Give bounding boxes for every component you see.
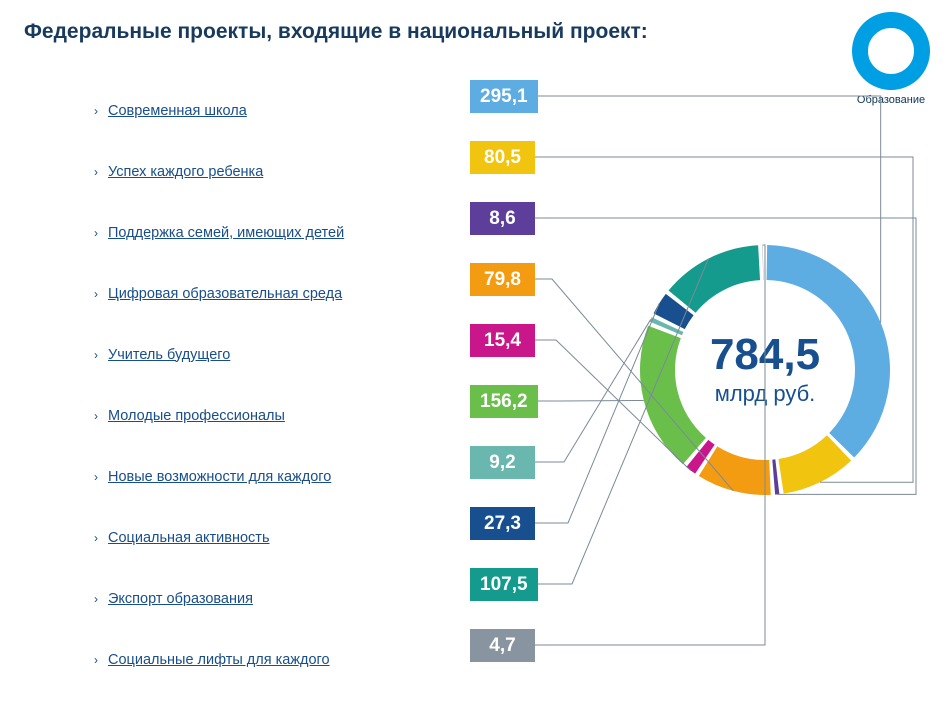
- list-item: › Социальные лифты для каждого: [94, 629, 344, 690]
- chevron-right-icon: ›: [94, 409, 98, 423]
- value-badge: 79,8: [470, 263, 535, 296]
- list-item: › Цифровая образовательная среда: [94, 263, 344, 324]
- chevron-right-icon: ›: [94, 348, 98, 362]
- badge-row: 107,5: [470, 568, 538, 629]
- logo-caption: Образование: [852, 94, 930, 106]
- value-badge: 8,6: [470, 202, 535, 235]
- project-link[interactable]: Социальные лифты для каждого: [108, 652, 330, 668]
- list-item: › Учитель будущего: [94, 324, 344, 385]
- list-item: › Социальная активность: [94, 507, 344, 568]
- donut-chart: 784,5 млрд руб.: [640, 245, 890, 495]
- list-item: › Новые возможности для каждого: [94, 446, 344, 507]
- chevron-right-icon: ›: [94, 531, 98, 545]
- project-list: › Современная школа › Успех каждого ребенка…: [94, 80, 344, 690]
- logo-ring-icon: [852, 12, 930, 90]
- badge-row: 79,8: [470, 263, 538, 324]
- chevron-right-icon: ›: [94, 287, 98, 301]
- project-link[interactable]: Успех каждого ребенка: [108, 164, 263, 180]
- value-badge: 156,2: [470, 385, 538, 418]
- project-link[interactable]: Новые возможности для каждого: [108, 469, 331, 485]
- connector-line: [535, 319, 651, 462]
- value-badge: 4,7: [470, 629, 535, 662]
- total-value: 784,5: [710, 333, 820, 377]
- value-badge: 27,3: [470, 507, 535, 540]
- badge-row: 156,2: [470, 385, 538, 446]
- badge-row: 9,2: [470, 446, 538, 507]
- list-item: › Поддержка семей, имеющих детей: [94, 202, 344, 263]
- value-badge: 107,5: [470, 568, 538, 601]
- project-link[interactable]: Цифровая образовательная среда: [108, 286, 342, 302]
- chevron-right-icon: ›: [94, 470, 98, 484]
- badge-row: 27,3: [470, 507, 538, 568]
- value-badge: 15,4: [470, 324, 535, 357]
- chevron-right-icon: ›: [94, 104, 98, 118]
- page-title: Федеральные проекты, входящие в национал…: [24, 20, 648, 44]
- list-item: › Молодые профессионалы: [94, 385, 344, 446]
- chevron-right-icon: ›: [94, 226, 98, 240]
- donut-center: 784,5 млрд руб.: [640, 245, 890, 495]
- project-link[interactable]: Экспорт образования: [108, 591, 253, 607]
- list-item: › Современная школа: [94, 80, 344, 141]
- project-link[interactable]: Учитель будущего: [108, 347, 230, 363]
- badge-row: 4,7: [470, 629, 538, 690]
- badge-row: 295,1: [470, 80, 538, 141]
- list-item: › Успех каждого ребенка: [94, 141, 344, 202]
- connector-line: [538, 400, 644, 401]
- logo: Образование: [852, 12, 930, 106]
- badge-row: 15,4: [470, 324, 538, 385]
- project-link[interactable]: Молодые профессионалы: [108, 408, 285, 424]
- value-badges: 295,1 80,5 8,6 79,8 15,4 156,2 9,2 27,3 107,5 4,7: [470, 80, 538, 690]
- chevron-right-icon: ›: [94, 592, 98, 606]
- badge-row: 80,5: [470, 141, 538, 202]
- chevron-right-icon: ›: [94, 165, 98, 179]
- value-badge: 9,2: [470, 446, 535, 479]
- project-link[interactable]: Современная школа: [108, 103, 247, 119]
- value-badge: 295,1: [470, 80, 538, 113]
- list-item: › Экспорт образования: [94, 568, 344, 629]
- project-link[interactable]: Социальная активность: [108, 530, 270, 546]
- total-unit: млрд руб.: [715, 381, 816, 407]
- project-link[interactable]: Поддержка семей, имеющих детей: [108, 225, 344, 241]
- value-badge: 80,5: [470, 141, 535, 174]
- chevron-right-icon: ›: [94, 653, 98, 667]
- badge-row: 8,6: [470, 202, 538, 263]
